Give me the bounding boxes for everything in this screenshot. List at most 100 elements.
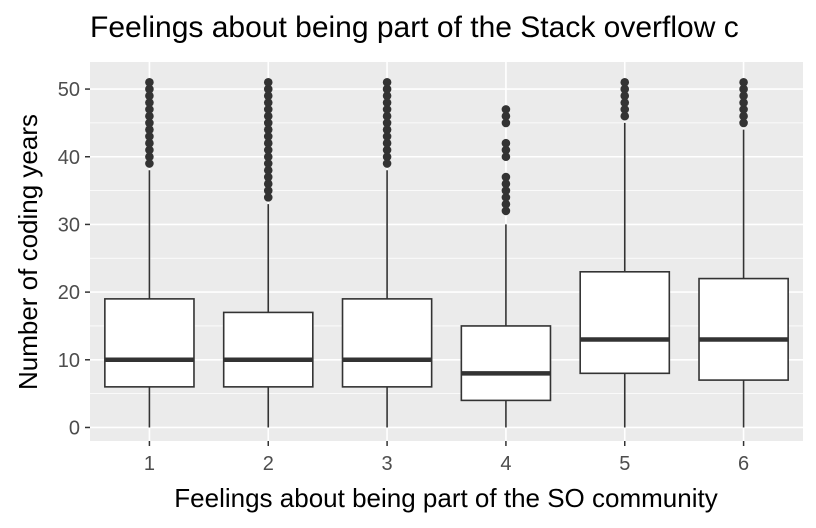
outlier-point: [145, 98, 154, 107]
outlier-point: [263, 84, 273, 94]
box-3: [341, 78, 433, 428]
outlier-point: [263, 138, 273, 148]
outlier-point: [145, 78, 154, 87]
x-axis-ticks: 1 2 3 4 5 6: [144, 441, 749, 475]
box-body: [104, 298, 195, 388]
y-tick-label: 20: [58, 282, 80, 304]
x-tick-label: 1: [144, 453, 155, 475]
boxes: [104, 78, 789, 428]
outlier-point: [501, 172, 511, 182]
outlier-point: [382, 159, 392, 168]
outlier-point: [145, 132, 154, 141]
outlier-point: [382, 125, 392, 134]
outlier-point: [263, 98, 273, 107]
outlier-point: [263, 111, 273, 121]
outlier-point: [501, 111, 511, 121]
outlier-point: [620, 78, 630, 87]
outlier-point: [263, 152, 273, 162]
box-body: [579, 271, 671, 375]
outlier-point: [263, 165, 273, 175]
x-tick-label: 3: [382, 453, 393, 475]
outlier-point: [263, 91, 273, 101]
outlier-point: [620, 98, 630, 107]
chart-title: Feelings about being part of the Stack o…: [90, 11, 739, 44]
outlier-point: [382, 105, 392, 114]
y-tick-label: 0: [69, 417, 80, 439]
box-body: [460, 325, 552, 402]
box-5: [579, 78, 671, 428]
outlier-point: [263, 132, 273, 141]
outlier-point: [263, 172, 273, 182]
outlier-point: [263, 159, 273, 168]
outlier-point: [145, 152, 154, 162]
outlier-point: [739, 105, 748, 114]
box-2: [222, 78, 314, 428]
outlier-point: [501, 145, 511, 155]
box-1: [104, 78, 195, 428]
outlier-point: [620, 105, 630, 114]
outlier-point: [501, 186, 511, 195]
outlier-point: [501, 199, 511, 209]
outlier-point: [739, 91, 748, 101]
y-tick-label: 10: [58, 350, 80, 372]
outlier-point: [501, 193, 511, 202]
y-tick-label: 40: [58, 147, 80, 169]
outlier-point: [501, 206, 511, 216]
outlier-point: [501, 105, 511, 114]
outlier-point: [382, 91, 392, 101]
outlier-point: [145, 105, 154, 114]
outlier-point: [145, 145, 154, 155]
box-body: [222, 311, 314, 388]
x-axis-label: Feelings about being part of the SO comm…: [174, 483, 717, 513]
outlier-point: [382, 138, 392, 148]
outlier-point: [739, 78, 748, 87]
outlier-point: [382, 78, 392, 87]
y-tick-label: 30: [58, 214, 80, 236]
x-tick-label: 2: [263, 453, 274, 475]
outlier-point: [620, 91, 630, 101]
box-body: [341, 298, 433, 388]
box-4: [460, 105, 552, 428]
outlier-point: [263, 193, 273, 202]
outlier-point: [145, 84, 154, 94]
outlier-point: [382, 132, 392, 141]
outlier-point: [145, 159, 154, 168]
outlier-point: [382, 145, 392, 155]
outlier-point: [263, 78, 273, 87]
y-axis-label: Number of coding years: [13, 114, 43, 390]
outlier-point: [382, 84, 392, 94]
plot-panel: [90, 62, 803, 441]
outlier-point: [263, 105, 273, 114]
outlier-point: [501, 118, 511, 128]
outlier-point: [263, 125, 273, 134]
grid-minor: [90, 122, 803, 395]
y-tick-label: 50: [58, 79, 80, 101]
outlier-point: [145, 138, 154, 148]
outlier-point: [382, 118, 392, 128]
outlier-point: [382, 111, 392, 121]
outlier-point: [620, 84, 630, 94]
outlier-point: [263, 179, 273, 189]
outlier-point: [145, 111, 154, 121]
box-body: [698, 277, 789, 381]
x-tick-label: 5: [619, 453, 630, 475]
outlier-point: [739, 118, 748, 128]
x-tick-label: 4: [500, 453, 511, 475]
outlier-point: [145, 118, 154, 128]
outlier-point: [145, 125, 154, 134]
outlier-point: [620, 111, 630, 121]
box-6: [698, 78, 789, 428]
outlier-point: [739, 98, 748, 107]
outlier-point: [501, 138, 511, 148]
outlier-point: [263, 186, 273, 195]
outlier-point: [739, 111, 748, 121]
x-tick-label: 6: [738, 453, 749, 475]
outlier-point: [263, 145, 273, 155]
outlier-point: [145, 91, 154, 101]
outlier-point: [263, 118, 273, 128]
outlier-point: [739, 84, 748, 94]
outlier-point: [382, 152, 392, 162]
outlier-point: [501, 152, 511, 162]
outlier-point: [501, 179, 511, 189]
